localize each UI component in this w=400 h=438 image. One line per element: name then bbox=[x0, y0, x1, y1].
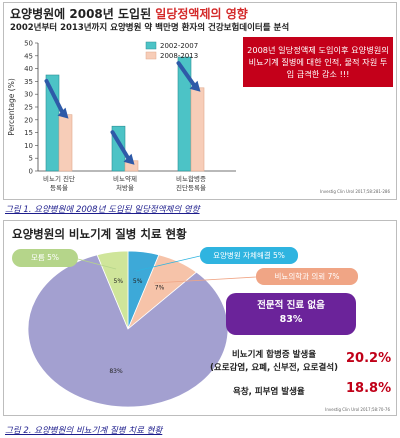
x-category-label: 비뇨기 진단 bbox=[43, 174, 75, 183]
callout-self-resolved: 요양병원 자체해결 5% bbox=[200, 247, 298, 264]
y-tick-label: 40 bbox=[24, 65, 33, 73]
figure1-citation: Investig Clin Urol 2017;58:281-286 bbox=[320, 189, 390, 194]
callout-connector bbox=[77, 258, 117, 270]
figure1-caption: 그림 1. 요양병원에 2008년 도입된 일당정액제의 영향 bbox=[5, 205, 200, 215]
x-category-label: 등록율 bbox=[50, 184, 68, 192]
figure1-note-box: 2008년 일당정액제 도입이후 요양병원의 비뇨기계 질병에 대한 인적, 물… bbox=[243, 37, 393, 87]
y-tick-label: 10 bbox=[24, 142, 33, 150]
figure2-citation: Investig Clin Urol 2017;58:70-76 bbox=[325, 407, 390, 412]
skin-rate-label: 욕창, 피부염 발생율 bbox=[233, 387, 305, 397]
complication-rate-label: 비뇨기계 합병증 발생율 (요로감염, 요폐, 신부전, 요로결석) bbox=[210, 349, 338, 375]
figure1-title-prefix: 요양병원에 2008년 도입된 bbox=[10, 7, 156, 21]
legend-label: 2008-2013 bbox=[160, 52, 198, 60]
callout-connector bbox=[153, 276, 257, 284]
figure2-caption: 그림 2. 요양병원의 비뇨기계 질병 치료 현황 bbox=[5, 426, 163, 436]
figure2-panel: 요양병원의 비뇨기계 질병 치료 현황 5% 7% 83% 5% 모름 5% 요양병원… bbox=[3, 220, 397, 416]
complication-rate-value: 20.2% bbox=[346, 351, 392, 366]
figure1-panel: 요양병원에 2008년 도입된 일당정액제의 영향 2002년부터 2013년까… bbox=[3, 2, 397, 200]
decrease-arrow-head bbox=[57, 107, 69, 119]
y-axis-label: Percentage (%) bbox=[7, 78, 16, 136]
figure2-title: 요양병원의 비뇨기계 질병 치료 현황 bbox=[12, 227, 187, 241]
y-tick-label: 5 bbox=[29, 155, 33, 163]
y-tick-label: 30 bbox=[24, 91, 33, 99]
legend-label: 2002-2007 bbox=[160, 42, 198, 50]
decrease-arrow-head bbox=[123, 153, 135, 165]
x-category-label: 처방율 bbox=[116, 183, 134, 192]
decrease-arrow-head bbox=[189, 80, 201, 92]
callout-urology-referral: 비뇨의학과 의뢰 7% bbox=[256, 268, 358, 285]
y-tick-label: 20 bbox=[24, 116, 33, 124]
figure1-title: 요양병원에 2008년 도입된 일당정액제의 영향 bbox=[10, 5, 248, 22]
pie-slice-unknown bbox=[96, 250, 129, 330]
callout-unknown: 모름 5% bbox=[12, 249, 78, 267]
pie-slice-label: 5% bbox=[114, 278, 124, 285]
y-tick-label: 35 bbox=[24, 78, 33, 86]
bar-late bbox=[190, 87, 205, 172]
decrease-arrow bbox=[176, 61, 197, 88]
y-tick-label: 50 bbox=[24, 40, 33, 48]
pie-slice-label: 5% bbox=[133, 278, 143, 285]
callout-no-specialist-value: 83% bbox=[279, 314, 303, 325]
pie-chart: 5% 7% 83% 5% bbox=[27, 250, 257, 408]
skin-rate-value: 18.8% bbox=[346, 381, 392, 396]
callout-no-specialist-label: 전문적 진료 없음 bbox=[257, 300, 325, 311]
y-tick-label: 25 bbox=[24, 104, 33, 112]
legend-swatch bbox=[145, 51, 157, 60]
x-category-label: 진단등록율 bbox=[176, 183, 206, 192]
pie-slice-label: 7% bbox=[155, 284, 165, 291]
decrease-arrow bbox=[110, 130, 131, 161]
figure1-subtitle: 2002년부터 2013년까지 요양병원 약 백만명 환자의 건강보험데이터를 … bbox=[10, 23, 290, 33]
y-tick-label: 45 bbox=[24, 52, 33, 60]
y-tick-label: 15 bbox=[24, 129, 33, 137]
legend-swatch bbox=[145, 41, 157, 50]
callout-no-specialist-care: 전문적 진료 없음 83% bbox=[226, 293, 356, 335]
x-category-label: 비뇨약제 bbox=[113, 174, 137, 183]
bar-late bbox=[58, 114, 73, 172]
figure1-title-highlight: 일당정액제의 영향 bbox=[155, 7, 248, 21]
y-tick-label: 0 bbox=[29, 168, 33, 176]
complication-rate-label-line2: (요로감염, 요폐, 신부전, 요로결석) bbox=[210, 363, 338, 373]
pie-slice-label: 83% bbox=[109, 368, 123, 375]
callout-connector bbox=[135, 255, 201, 272]
x-category-label: 비뇨합병증 bbox=[176, 174, 206, 183]
decrease-arrow bbox=[44, 79, 65, 115]
complication-rate-label-line1: 비뇨기계 합병증 발생율 bbox=[231, 350, 317, 360]
bar-chart: 0 5 10 15 20 25 30 35 40 45 50 Percentage (%) 비뇨기 진단… bbox=[7, 40, 236, 192]
